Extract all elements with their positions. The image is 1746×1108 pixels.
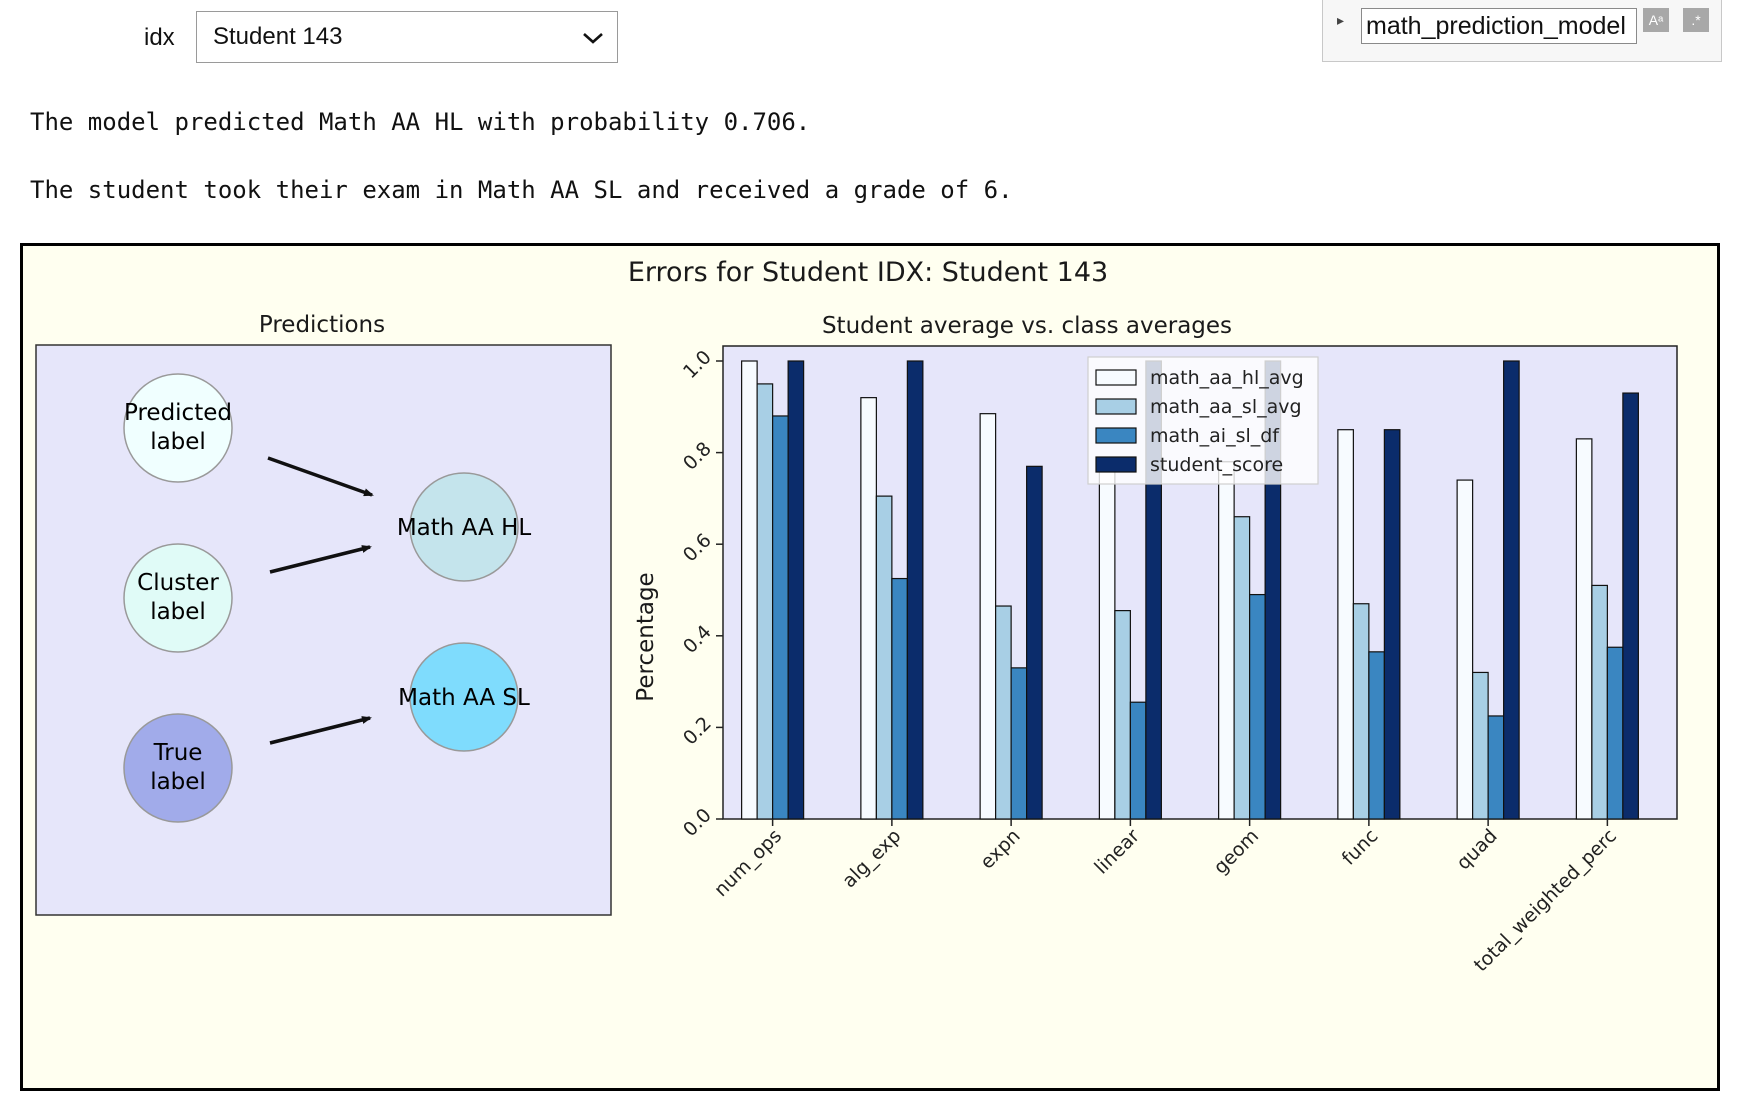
node-true-line1: True (153, 740, 203, 766)
y-tick-label: 0.8 (679, 438, 716, 475)
node-predicted: Predicted label (123, 373, 233, 483)
bar-math_ai_sl_df (1606, 646, 1624, 820)
legend-swatch-math_ai_sl_df (1095, 427, 1137, 444)
y-tick-label: 0.2 (679, 713, 716, 750)
predictions-title: Predictions (259, 312, 385, 338)
output-line-exam: The student took their exam in Math AA S… (30, 176, 1013, 204)
output-line-prediction: The model predicted Math AA HL with prob… (30, 108, 811, 136)
x-tick-label: alg_exp (838, 825, 905, 892)
chart-ylabel: Percentage (633, 572, 659, 701)
bar-math_aa_hl_avg (1218, 461, 1235, 820)
bar-math_aa_sl_avg (756, 383, 774, 820)
bar-student_score (1503, 360, 1520, 820)
legend-label-math_aa_sl_avg: math_aa_sl_avg (1150, 396, 1302, 418)
y-tick-label: 0.6 (679, 529, 716, 566)
bar-math_aa_sl_avg (1472, 671, 1489, 820)
node-math-aa-sl-label: Math AA SL (398, 685, 530, 711)
bar-math_aa_sl_avg (1233, 516, 1251, 820)
bar-math_ai_sl_df (1010, 667, 1028, 820)
bar-math_aa_hl_avg (979, 413, 997, 820)
chevron-down-icon (581, 26, 605, 57)
bar-math_aa_hl_avg (741, 360, 758, 820)
x-tick-label: expn (976, 825, 1025, 874)
legend-label-math_aa_hl_avg: math_aa_hl_avg (1150, 367, 1304, 389)
bar-student_score (787, 360, 805, 820)
idx-label: idx (144, 24, 175, 51)
bar-student_score (1026, 465, 1043, 820)
bar-math_ai_sl_df (1249, 593, 1266, 820)
bar-student_score (1622, 392, 1639, 820)
node-cluster-line1: Cluster (137, 570, 219, 596)
predictions-panel (35, 344, 612, 916)
idx-dropdown[interactable]: Student 143 (196, 11, 618, 63)
legend-swatch-student_score (1095, 456, 1137, 473)
regex-icon[interactable]: .* (1683, 8, 1709, 32)
figure: Errors for Student IDX: Student 143 Pred… (20, 243, 1720, 1091)
idx-dropdown-value: Student 143 (213, 23, 343, 50)
arrow-true-to-sl (269, 716, 372, 745)
bar-math_aa_sl_avg (1352, 603, 1370, 820)
bar-student_score (906, 360, 924, 820)
node-math-aa-sl: Math AA SL (398, 642, 530, 752)
node-math-aa-hl-label: Math AA HL (397, 515, 532, 541)
bar-math_aa_sl_avg (1591, 584, 1608, 820)
bar-chart: 0.0 0.2 0.4 0.6 0.8 1.0 num_ops alg_exp expn line… (679, 345, 1678, 976)
legend-label-student_score: student_score (1150, 454, 1283, 476)
bar-math_aa_hl_avg (1098, 465, 1116, 820)
x-tick-label: num_ops (710, 825, 786, 901)
bar-math_aa_sl_avg (875, 495, 893, 820)
y-tick-label: 1.0 (679, 346, 716, 383)
bar-math_aa_hl_avg (1337, 429, 1354, 820)
legend-swatch-math_aa_hl_avg (1095, 369, 1137, 386)
bar-math_aa_sl_avg (1114, 610, 1131, 820)
legend-swatch-math_aa_sl_avg (1095, 398, 1137, 415)
bar-math_aa_hl_avg (1575, 438, 1593, 820)
bar-math_aa_sl_avg (995, 605, 1012, 820)
node-true-line2: label (150, 769, 206, 795)
node-cluster: Cluster label (123, 543, 233, 653)
x-tick-label: quad (1452, 825, 1501, 874)
legend-label-math_ai_sl_df: math_ai_sl_df (1150, 425, 1280, 447)
bar-math_aa_hl_avg (860, 397, 877, 820)
chart-title: Student average vs. class averages (822, 313, 1232, 339)
expand-caret-icon[interactable]: ▸ (1337, 12, 1345, 28)
search-input[interactable]: math_prediction_model (1361, 8, 1637, 44)
figure-suptitle: Errors for Student IDX: Student 143 (628, 257, 1108, 288)
node-true: True label (123, 713, 233, 823)
find-widget: ▸ math_prediction_model Aᵃ .* (1322, 0, 1722, 62)
bar-math_ai_sl_df (1487, 715, 1505, 820)
arrow-predicted-to-hl (267, 456, 374, 497)
node-predicted-line2: label (150, 429, 206, 455)
y-tick-label: 0.4 (679, 621, 716, 658)
x-tick-label: linear (1090, 825, 1144, 879)
x-tick-label: geom (1209, 825, 1263, 879)
y-tick-label: 0.0 (679, 804, 716, 841)
bar-math_ai_sl_df (1129, 701, 1147, 820)
node-math-aa-hl: Math AA HL (397, 472, 532, 582)
node-cluster-line2: label (150, 599, 206, 625)
bar-math_aa_hl_avg (1456, 479, 1474, 820)
arrow-cluster-to-hl (269, 545, 372, 574)
node-predicted-line1: Predicted (124, 400, 232, 426)
bar-math_ai_sl_df (891, 577, 908, 820)
bar-math_ai_sl_df (1368, 651, 1385, 820)
bar-math_ai_sl_df (772, 415, 789, 820)
case-sensitive-icon[interactable]: Aᵃ (1643, 8, 1669, 32)
bar-student_score (1383, 429, 1401, 820)
x-tick-label: func (1338, 825, 1383, 870)
